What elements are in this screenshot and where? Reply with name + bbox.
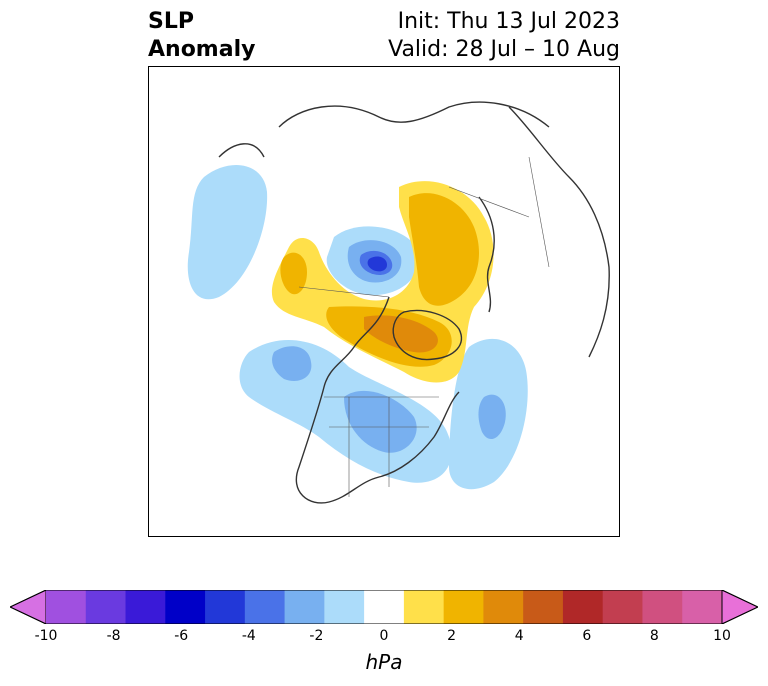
- colorbar-tick-label: 10: [713, 628, 731, 644]
- colorbar-segment: [443, 590, 484, 624]
- map-subtitle: Init: Thu 13 Jul 2023 Valid: 28 Jul – 10…: [388, 8, 620, 64]
- anomaly-region-blue: [272, 346, 312, 382]
- colorbar-segment: [244, 590, 286, 624]
- colorbar-segment: [85, 590, 127, 624]
- colorbar-segment: [602, 590, 643, 624]
- init-date: Init: Thu 13 Jul 2023: [397, 9, 620, 34]
- colorbar-extend-min: [10, 590, 47, 624]
- coastline: [478, 196, 495, 313]
- anomaly-region-blue: [367, 256, 387, 272]
- title-line-1: SLP: [148, 9, 194, 34]
- colorbar-tick-label: 6: [582, 628, 592, 644]
- colorbar-units: hPa: [365, 650, 403, 674]
- map-title: SLP Anomaly: [148, 8, 255, 64]
- colorbar-segment: [483, 590, 524, 624]
- anomaly-region-blue: [344, 390, 417, 453]
- anomaly-map: [187, 101, 610, 504]
- colorbar-tick-label: 8: [649, 628, 659, 644]
- valid-range: Valid: 28 Jul – 10 Aug: [388, 37, 620, 62]
- coastline: [508, 106, 610, 358]
- border-line: [528, 156, 550, 268]
- colorbar-segment: [324, 590, 365, 624]
- anomaly-region-orange: [409, 193, 479, 306]
- colorbar-tick-label: -2: [309, 628, 324, 644]
- colorbar-tick-label: 4: [514, 628, 524, 644]
- colorbar-tick-label: -6: [174, 628, 189, 644]
- colorbar-segment: [46, 590, 87, 624]
- colorbar-segment: [523, 590, 564, 624]
- colorbar-segment: [562, 590, 604, 624]
- colorbar-extend-max: [721, 590, 758, 624]
- colorbar-segment: [165, 590, 206, 624]
- colorbar-segment: [125, 590, 166, 624]
- colorbar-tick-label: 2: [447, 628, 457, 644]
- colorbar-tick-label: -10: [34, 628, 58, 644]
- colorbar-tick-label: -4: [241, 628, 256, 644]
- anomaly-region-blue: [478, 394, 506, 440]
- anomaly-region-blue: [187, 165, 268, 300]
- colorbar-tick-label: 0: [379, 628, 389, 644]
- colorbar-segment: [205, 590, 246, 624]
- title-line-2: Anomaly: [148, 37, 256, 62]
- anomaly-region-darkorange: [364, 315, 438, 353]
- coastline: [218, 143, 265, 158]
- colorbar-segment: [642, 590, 683, 624]
- colorbar: [10, 590, 758, 624]
- map-panel: [148, 66, 620, 537]
- coastline: [392, 309, 462, 361]
- anomaly-region-orange: [280, 252, 307, 295]
- colorbar-segment: [364, 590, 405, 624]
- coastline: [295, 296, 460, 504]
- colorbar-segment: [284, 590, 325, 624]
- colorbar-segment: [403, 590, 445, 624]
- border-line: [448, 186, 530, 218]
- border-line: [298, 286, 390, 298]
- coastline: [278, 101, 550, 128]
- colorbar-tick-label: -8: [106, 628, 121, 644]
- colorbar-segment: [682, 590, 723, 624]
